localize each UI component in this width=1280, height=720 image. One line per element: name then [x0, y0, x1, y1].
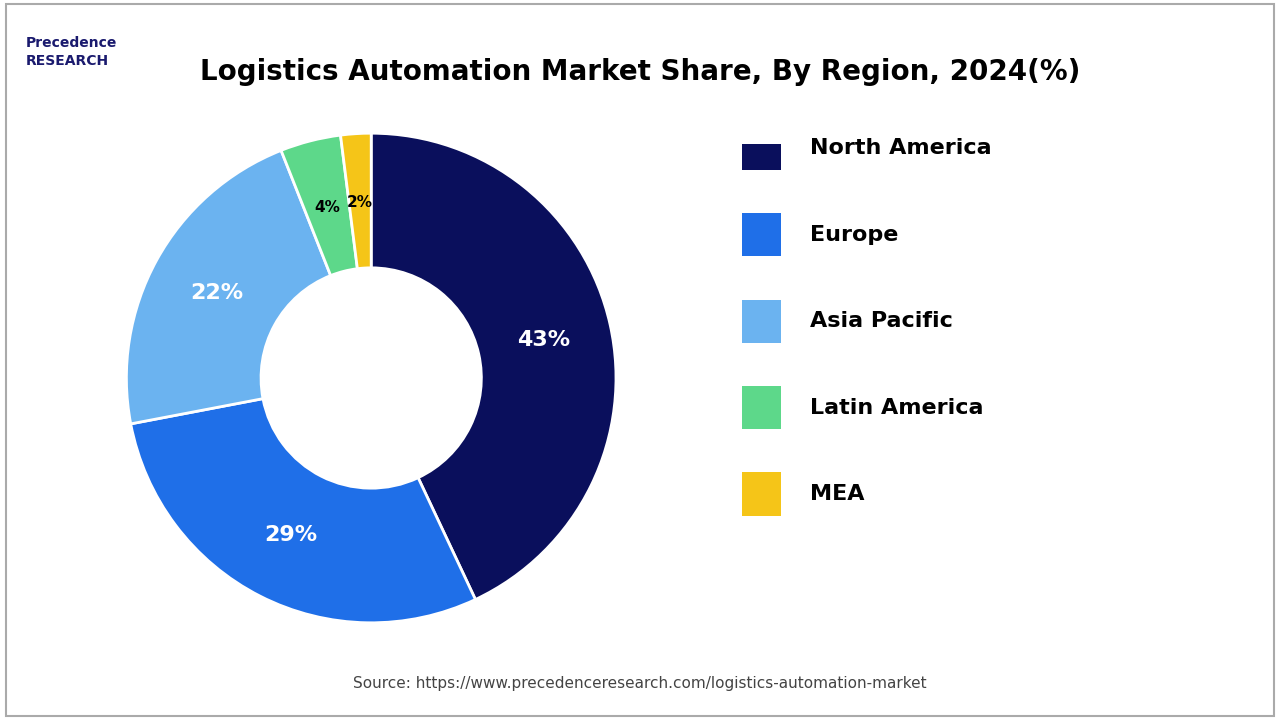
FancyBboxPatch shape: [742, 127, 781, 170]
FancyBboxPatch shape: [742, 386, 781, 429]
Text: Precedence
RESEARCH: Precedence RESEARCH: [26, 36, 116, 68]
Text: 43%: 43%: [517, 330, 570, 349]
FancyBboxPatch shape: [742, 300, 781, 343]
Text: North America: North America: [810, 138, 992, 158]
Text: Latin America: Latin America: [810, 397, 984, 418]
Text: MEA: MEA: [810, 484, 865, 504]
Text: 4%: 4%: [315, 199, 340, 215]
Wedge shape: [371, 133, 616, 600]
Wedge shape: [127, 150, 330, 424]
Wedge shape: [131, 399, 475, 623]
Text: 22%: 22%: [191, 283, 243, 303]
Wedge shape: [340, 133, 371, 269]
Wedge shape: [282, 135, 357, 276]
Text: 2%: 2%: [347, 194, 374, 210]
Text: Asia Pacific: Asia Pacific: [810, 311, 954, 331]
FancyBboxPatch shape: [742, 472, 781, 516]
FancyBboxPatch shape: [742, 213, 781, 256]
Text: Source: https://www.precedenceresearch.com/logistics-automation-market: Source: https://www.precedenceresearch.c…: [353, 676, 927, 691]
Text: Europe: Europe: [810, 225, 899, 245]
Text: Logistics Automation Market Share, By Region, 2024(%): Logistics Automation Market Share, By Re…: [200, 58, 1080, 86]
Text: 29%: 29%: [265, 525, 317, 545]
